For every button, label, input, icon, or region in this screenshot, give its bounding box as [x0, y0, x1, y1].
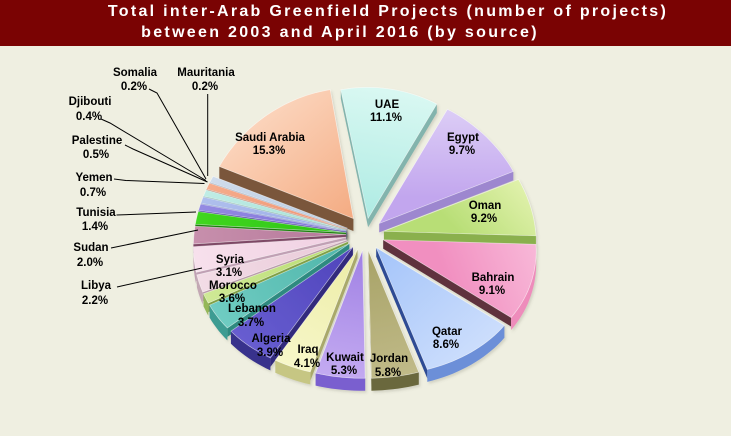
svg-text:Yemen: Yemen — [75, 172, 112, 184]
svg-text:Palestine: Palestine — [72, 135, 123, 147]
svg-text:0.5%: 0.5% — [83, 149, 109, 161]
svg-text:2.2%: 2.2% — [82, 295, 108, 307]
svg-text:Oman: Oman — [469, 200, 502, 212]
svg-text:Sudan: Sudan — [73, 242, 108, 254]
svg-text:1.4%: 1.4% — [82, 221, 108, 233]
svg-text:Iraq: Iraq — [297, 344, 318, 356]
svg-text:Qatar: Qatar — [432, 326, 463, 338]
svg-text:Saudi Arabia: Saudi Arabia — [235, 132, 305, 144]
svg-text:Mauritania: Mauritania — [177, 67, 235, 79]
svg-text:Bahrain: Bahrain — [472, 272, 515, 284]
svg-text:Jordan: Jordan — [370, 353, 408, 365]
svg-text:8.6%: 8.6% — [433, 339, 459, 351]
svg-text:Somalia: Somalia — [113, 67, 158, 79]
svg-text:0.4%: 0.4% — [76, 111, 102, 123]
svg-text:2.0%: 2.0% — [77, 257, 103, 269]
svg-text:Tunisia: Tunisia — [76, 207, 116, 219]
svg-text:3.7%: 3.7% — [238, 317, 264, 329]
svg-text:Kuwait: Kuwait — [326, 352, 364, 364]
svg-text:9.7%: 9.7% — [449, 145, 475, 157]
svg-text:Egypt: Egypt — [447, 132, 479, 144]
svg-text:Libya: Libya — [81, 280, 112, 292]
svg-text:Djibouti: Djibouti — [69, 96, 112, 108]
svg-text:0.7%: 0.7% — [80, 187, 106, 199]
svg-text:9.1%: 9.1% — [479, 285, 505, 297]
svg-text:Morocco: Morocco — [209, 280, 257, 292]
svg-text:Syria: Syria — [216, 254, 245, 266]
svg-text:0.2%: 0.2% — [192, 81, 218, 93]
svg-text:5.8%: 5.8% — [375, 367, 401, 379]
svg-text:5.3%: 5.3% — [331, 365, 357, 377]
svg-text:3.6%: 3.6% — [219, 293, 245, 305]
svg-text:4.1%: 4.1% — [294, 358, 320, 370]
svg-text:3.1%: 3.1% — [216, 267, 242, 279]
svg-text:11.1%: 11.1% — [370, 112, 402, 124]
svg-text:15.3%: 15.3% — [253, 145, 286, 157]
svg-text:0.2%: 0.2% — [121, 81, 147, 93]
svg-text:3.9%: 3.9% — [257, 347, 283, 359]
svg-text:9.2%: 9.2% — [471, 213, 497, 225]
svg-text:Lebanon: Lebanon — [228, 303, 276, 315]
svg-text:UAE: UAE — [375, 99, 400, 111]
svg-text:Algeria: Algeria — [252, 333, 292, 345]
